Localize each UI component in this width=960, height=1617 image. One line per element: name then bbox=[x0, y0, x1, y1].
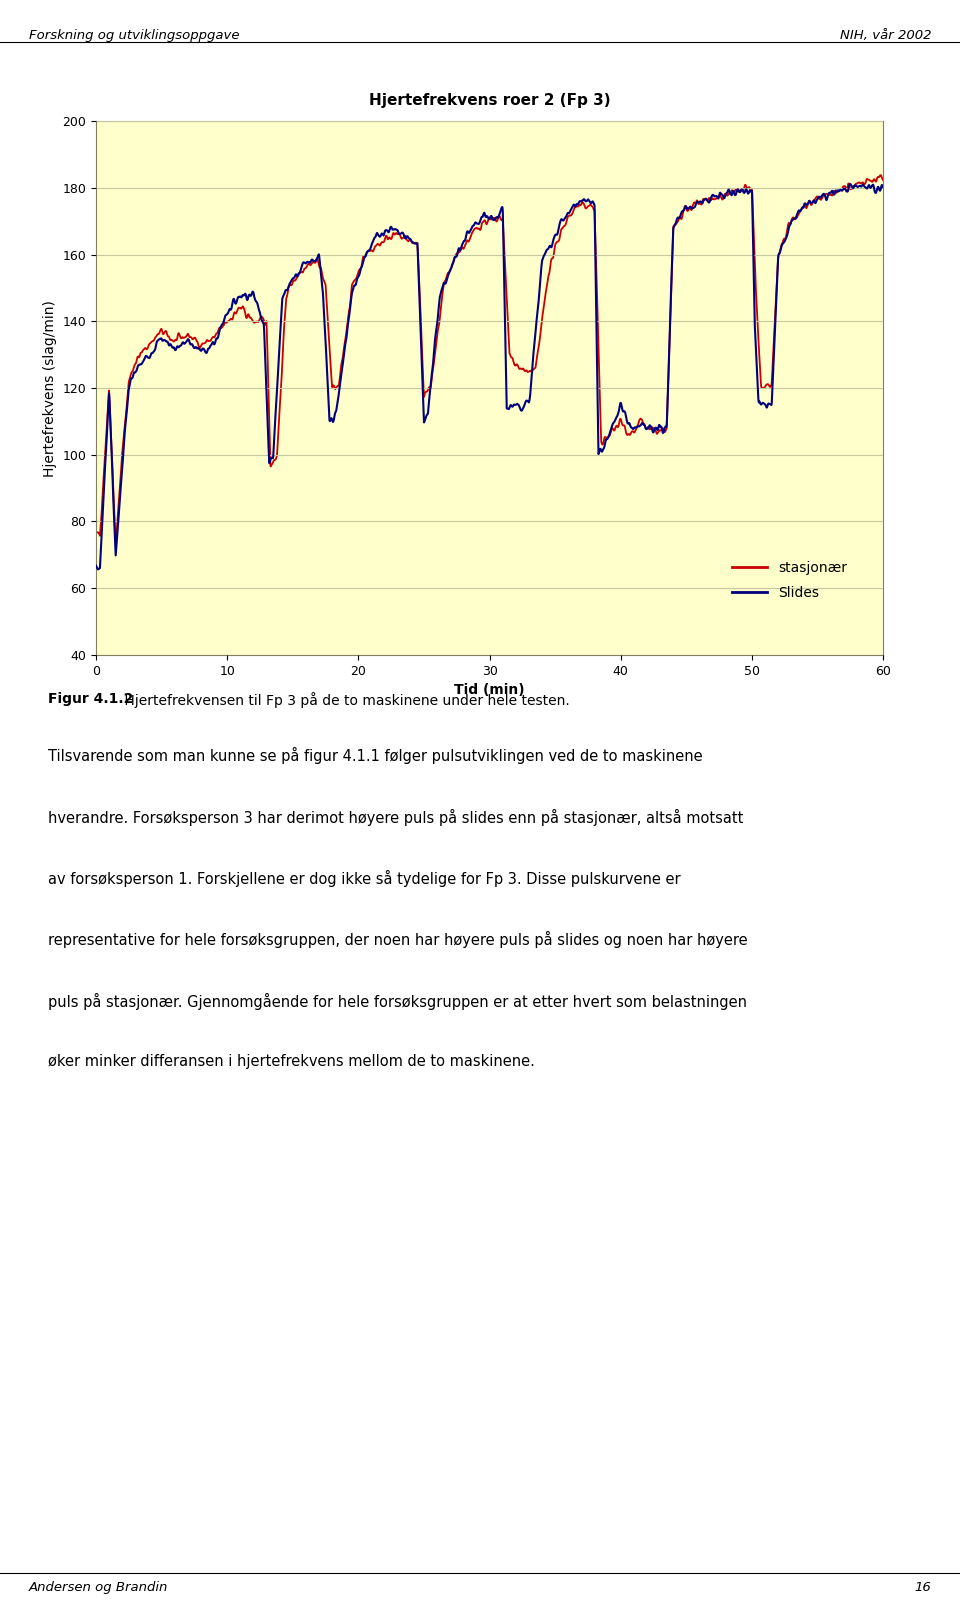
Text: representative for hele forsøksgruppen, der noen har høyere puls på slides og no: representative for hele forsøksgruppen, … bbox=[48, 931, 748, 949]
Text: Tilsvarende som man kunne se på figur 4.1.1 følger pulsutviklingen ved de to mas: Tilsvarende som man kunne se på figur 4.… bbox=[48, 747, 703, 765]
Text: øker minker differansen i hjertefrekvens mellom de to maskinene.: øker minker differansen i hjertefrekvens… bbox=[48, 1054, 535, 1069]
Text: NIH, vår 2002: NIH, vår 2002 bbox=[840, 29, 931, 42]
Text: Hjertefrekvensen til Fp 3 på de to maskinene under hele testen.: Hjertefrekvensen til Fp 3 på de to maski… bbox=[120, 692, 569, 708]
Text: 16: 16 bbox=[915, 1581, 931, 1594]
Text: Andersen og Brandin: Andersen og Brandin bbox=[29, 1581, 168, 1594]
Legend: stasjonær, Slides: stasjonær, Slides bbox=[727, 555, 852, 605]
Title: Hjertefrekvens roer 2 (Fp 3): Hjertefrekvens roer 2 (Fp 3) bbox=[369, 92, 611, 108]
Y-axis label: Hjertefrekvens (slag/min): Hjertefrekvens (slag/min) bbox=[43, 299, 57, 477]
Text: Forskning og utviklingsoppgave: Forskning og utviklingsoppgave bbox=[29, 29, 239, 42]
X-axis label: Tid (min): Tid (min) bbox=[454, 682, 525, 697]
Text: puls på stasjonær. Gjennomgående for hele forsøksgruppen er at etter hvert som b: puls på stasjonær. Gjennomgående for hel… bbox=[48, 993, 747, 1011]
Text: Figur 4.1.2: Figur 4.1.2 bbox=[48, 692, 133, 707]
Text: av forsøksperson 1. Forskjellene er dog ikke så tydelige for Fp 3. Disse pulskur: av forsøksperson 1. Forskjellene er dog … bbox=[48, 870, 681, 888]
Text: hverandre. Forsøksperson 3 har derimot høyere puls på slides enn på stasjonær, a: hverandre. Forsøksperson 3 har derimot h… bbox=[48, 808, 743, 826]
